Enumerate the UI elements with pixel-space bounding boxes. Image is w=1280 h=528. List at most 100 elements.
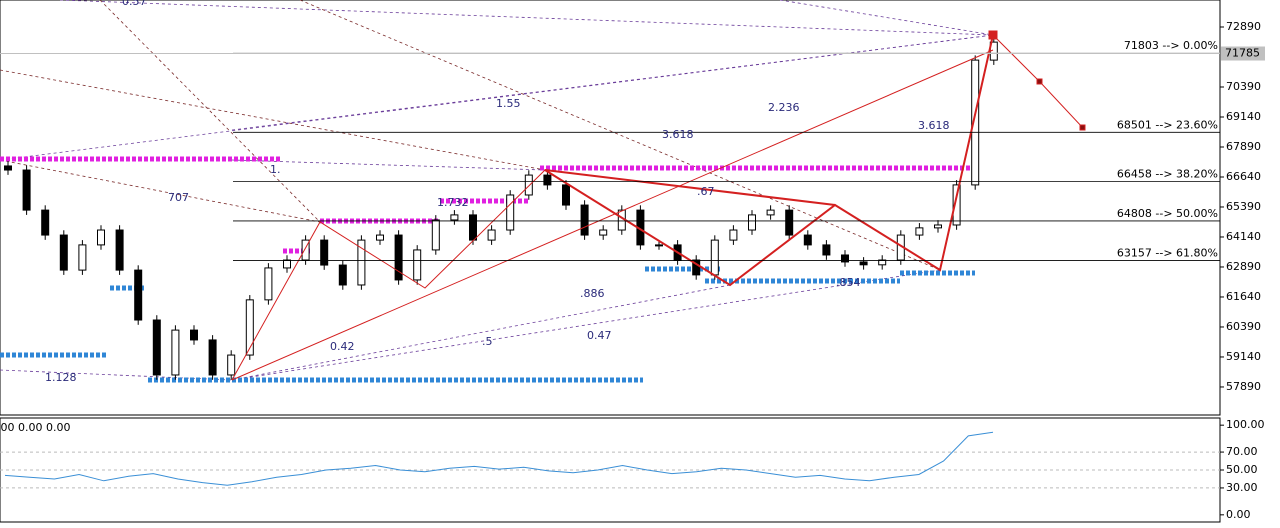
- ratio-label: .886: [580, 287, 605, 300]
- indicator-label: .00 0.00 0.00: [0, 421, 70, 434]
- y-tick-label: 60390: [1226, 320, 1261, 333]
- y-tick-label: 66640: [1226, 170, 1261, 183]
- pattern-point: [1036, 78, 1043, 85]
- candle-body: [431, 219, 440, 251]
- candle-body: [878, 259, 887, 266]
- candle-body: [115, 229, 124, 271]
- ratio-label: 3.618: [918, 119, 950, 132]
- fib-label: 68501 --> 23.60%: [1117, 118, 1218, 131]
- y-tick-label: 61640: [1226, 290, 1261, 303]
- candle-body: [245, 299, 254, 356]
- candle-body: [729, 229, 738, 241]
- candle-body: [394, 234, 403, 281]
- candle-body: [748, 214, 756, 231]
- y-tick-label: 64140: [1226, 230, 1261, 243]
- candle-body: [692, 259, 701, 276]
- candle-body: [506, 194, 515, 231]
- candle-body: [413, 249, 422, 281]
- y-tick-label: 59140: [1226, 350, 1261, 363]
- ratio-label: .67: [697, 185, 715, 198]
- dotted-line: [0, 159, 321, 223]
- candle-body: [59, 234, 68, 271]
- trend-lines: [0, 0, 994, 381]
- candle-body: [283, 259, 291, 269]
- ratio-label: 1.: [270, 163, 281, 176]
- dotted-line: [99, 0, 321, 223]
- dotted-line: [299, 0, 941, 271]
- candle-body: [543, 174, 552, 186]
- y-tick-label: 67890: [1226, 140, 1261, 153]
- fib-label: 66458 --> 38.20%: [1117, 167, 1218, 180]
- candle-body: [952, 184, 961, 226]
- pattern-line: [231, 49, 994, 381]
- candle-body: [41, 209, 50, 236]
- candle-body: [524, 174, 533, 196]
- candle-body: [971, 59, 980, 186]
- fib-label: 64808 --> 50.00%: [1117, 207, 1218, 220]
- pattern-line: [544, 169, 836, 206]
- current-price-box: [1221, 46, 1265, 61]
- ratio-label: .5: [482, 335, 493, 348]
- candle-body: [580, 204, 589, 236]
- candle-body: [655, 244, 663, 247]
- y-tick-label: 0.00: [1226, 508, 1251, 521]
- candle-body: [487, 229, 496, 241]
- candle-body: [320, 239, 329, 266]
- ratio-label: 707: [168, 191, 189, 204]
- ratio-label: 0.42: [330, 340, 355, 353]
- indicator: .00 0.00 0.00 100.00 70.00 50.00 30.00 0.00: [0, 418, 1265, 521]
- dotted-line: [231, 159, 546, 171]
- candle-body: [785, 209, 794, 236]
- price-axis: 72890 70390 69140 67890 66640 65390 64140 62890…: [0, 20, 1265, 393]
- indicator-line: [4, 431, 994, 486]
- dotted-line: [0, 69, 546, 171]
- ratio-label: .854: [836, 276, 861, 289]
- y-tick-label: 62890: [1226, 260, 1261, 273]
- price-pane: [0, 0, 1221, 416]
- y-tick-label: 69140: [1226, 110, 1261, 123]
- candle-body: [152, 319, 161, 376]
- candle-body: [264, 267, 273, 301]
- ratio-label: 1.55: [496, 97, 521, 110]
- candles: [4, 37, 998, 380]
- ratio-label: 1.128: [45, 371, 77, 384]
- candle-body: [357, 239, 366, 286]
- candle-body: [841, 254, 849, 263]
- candle-body: [469, 214, 477, 241]
- current-price-label: 71785: [1225, 47, 1260, 60]
- fib-levels: 71803 --> 0.00% 68501 --> 23.60% 66458 -->…: [233, 39, 1220, 261]
- candle-body: [934, 224, 942, 229]
- candle-body: [134, 269, 143, 321]
- candle-body: [710, 239, 719, 276]
- y-tick-label: 72890: [1226, 20, 1261, 33]
- ratio-label: 0.57: [122, 0, 147, 8]
- candle-body: [599, 229, 608, 236]
- candle-body: [4, 165, 12, 171]
- fib-label: 63157 --> 61.80%: [1117, 247, 1218, 260]
- candle-body: [859, 261, 868, 266]
- candle-body: [301, 239, 310, 261]
- candle-body: [190, 329, 198, 341]
- candle-body: [22, 169, 31, 211]
- candle-body: [915, 227, 924, 236]
- candle-body: [766, 209, 775, 216]
- y-tick-label: 30.00: [1226, 481, 1258, 494]
- ratio-label: 0.47: [587, 329, 612, 342]
- candle-body: [803, 234, 812, 246]
- dotted-line: [231, 34, 994, 131]
- y-tick-label: 65390: [1226, 200, 1261, 213]
- y-tick-label: 70.00: [1226, 445, 1258, 458]
- candle-body: [376, 234, 384, 241]
- ratio-label: 1.732: [437, 196, 469, 209]
- pattern-point: [1079, 124, 1086, 131]
- candle-body: [78, 244, 87, 271]
- candle-body: [338, 264, 347, 286]
- harmonic-pattern: [231, 30, 1086, 381]
- annotations: 0.57 1.55 2.236 3.618 3.618 1. 707 1.732 .67 .886…: [45, 0, 950, 384]
- y-tick-label: 70390: [1226, 80, 1261, 93]
- candle-body: [208, 339, 217, 376]
- candle-body: [97, 229, 105, 246]
- pattern-point: [988, 30, 998, 40]
